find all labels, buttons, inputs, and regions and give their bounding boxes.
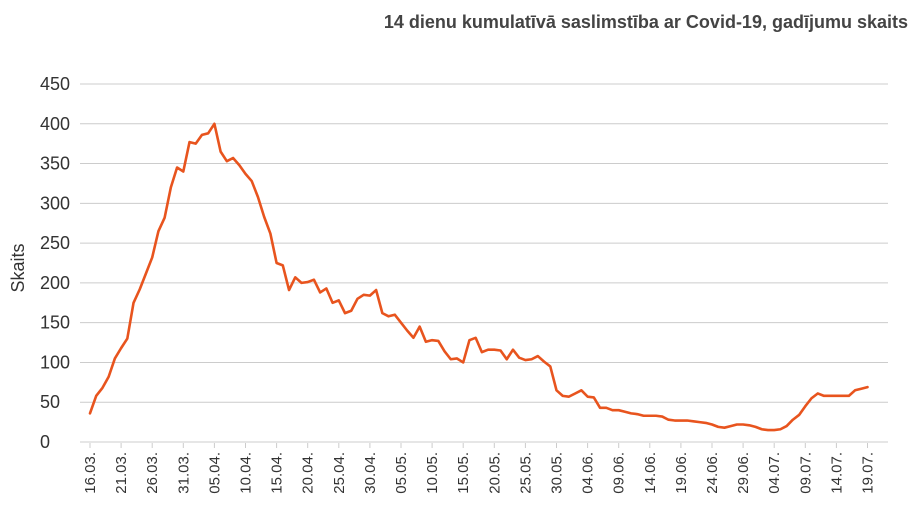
y-tick-label: 350 (40, 154, 70, 174)
x-tick-label: 20.05. (486, 452, 503, 494)
y-axis-label: Skaits (8, 243, 28, 292)
y-tick-label: 50 (40, 392, 60, 412)
x-tick-label: 20.04. (300, 452, 317, 494)
x-tick-label: 30.04. (362, 452, 379, 494)
x-axis-ticks: 16.03. 21.03. 26.03. 31.03. 05.04. 10.04. 15.0… (82, 443, 877, 494)
x-tick-label: 05.04. (206, 452, 223, 494)
y-tick-label: 300 (40, 193, 70, 213)
x-tick-label: 25.05. (517, 452, 534, 494)
x-tick-label: 24.06. (704, 452, 721, 494)
x-tick-label: 31.03. (175, 452, 192, 494)
x-tick-label: 29.06. (735, 452, 752, 494)
y-tick-label: 200 (40, 273, 70, 293)
x-tick-label: 09.06. (611, 452, 628, 494)
y-tick-label: 0 (40, 432, 50, 452)
y-tick-label: 400 (40, 114, 70, 134)
y-tick-label: 100 (40, 352, 70, 372)
x-tick-label: 10.05. (424, 452, 441, 494)
x-tick-label: 15.04. (269, 452, 286, 494)
series-line-0 (88, 122, 869, 432)
x-tick-label: 19.07. (860, 452, 877, 494)
x-tick-label: 14.07. (828, 452, 845, 494)
x-tick-label: 16.03. (82, 452, 99, 494)
x-tick-label: 05.05. (393, 452, 410, 494)
x-tick-label: 19.06. (673, 452, 690, 494)
x-tick-label: 14.06. (642, 452, 659, 494)
x-tick-label: 30.05. (549, 452, 566, 494)
y-tick-label: 150 (40, 313, 70, 333)
y-tick-label: 250 (40, 233, 70, 253)
chart-title: 14 dienu kumulatīvā saslimstība ar Covid… (383, 12, 908, 32)
x-tick-label: 04.06. (580, 452, 597, 494)
x-tick-label: 21.03. (113, 452, 130, 494)
y-tick-label: 450 (40, 74, 70, 94)
x-tick-label: 26.03. (144, 452, 161, 494)
x-tick-label: 04.07. (766, 452, 783, 494)
x-tick-label: 09.07. (797, 452, 814, 494)
x-tick-label: 15.05. (455, 452, 472, 494)
y-axis-ticks: 0 50 100 150 200 250 300 350 400 450 (40, 74, 70, 452)
x-tick-label: 10.04. (238, 452, 255, 494)
series-group (88, 122, 869, 432)
x-tick-label: 25.04. (331, 452, 348, 494)
